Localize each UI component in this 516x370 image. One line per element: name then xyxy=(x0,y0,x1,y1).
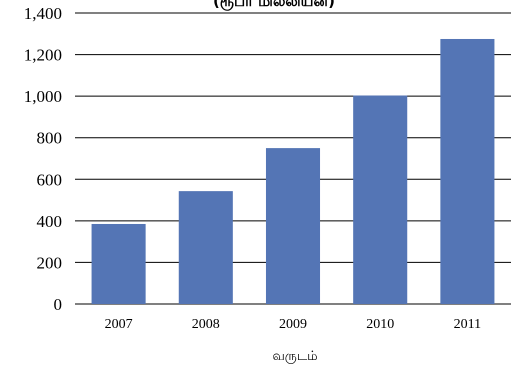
y-axis-ticks: 0 200 400 600 800 1,000 1,200 1,400 xyxy=(24,4,62,314)
x-tick-label: 2008 xyxy=(192,317,220,332)
y-tick-label: 400 xyxy=(37,212,63,231)
y-tick-label: 1,400 xyxy=(24,4,62,23)
y-tick-label: 0 xyxy=(54,295,63,314)
bar-2009 xyxy=(265,148,321,304)
bar-2010 xyxy=(353,95,408,304)
y-tick-label: 1,000 xyxy=(24,87,62,106)
bar-2007 xyxy=(91,223,146,304)
x-tick-label: 2010 xyxy=(366,317,394,332)
x-tick-label: 2009 xyxy=(279,317,307,332)
x-tick-label: 2011 xyxy=(454,317,481,332)
x-axis-ticks: 2007 2008 2009 2010 2011 xyxy=(105,317,482,332)
bars xyxy=(91,38,495,304)
y-tick-label: 200 xyxy=(37,253,63,272)
bar-2011 xyxy=(440,38,495,304)
y-tick-label: 800 xyxy=(37,129,63,148)
x-axis-label: வருடம் xyxy=(272,349,317,364)
x-tick-label: 2007 xyxy=(105,317,133,332)
chart-title: (ரூபா மில்லியன்) xyxy=(213,0,335,11)
y-tick-label: 600 xyxy=(37,170,63,189)
bar-2008 xyxy=(178,191,233,304)
y-tick-label: 1,200 xyxy=(24,46,62,65)
